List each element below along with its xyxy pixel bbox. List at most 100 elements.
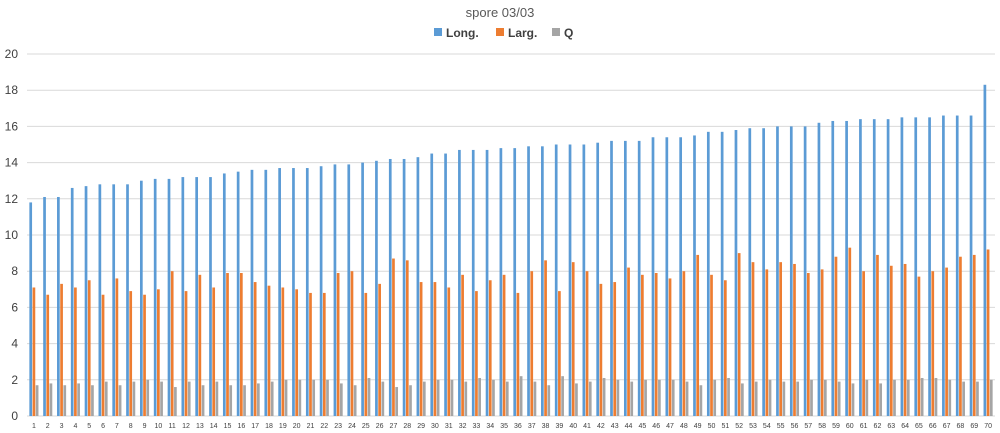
bar-larg-65 xyxy=(917,276,921,416)
bar-long-54 xyxy=(762,128,765,416)
x-tick-label: 40 xyxy=(569,423,577,430)
bar-larg-23 xyxy=(336,273,340,416)
x-tick-label: 30 xyxy=(431,423,439,430)
bar-q-69 xyxy=(976,381,979,416)
bar-larg-55 xyxy=(779,262,783,416)
bar-larg-56 xyxy=(793,263,796,416)
y-tick-label: 12 xyxy=(5,192,19,206)
x-tick-label: 57 xyxy=(804,423,812,430)
bar-q-17 xyxy=(257,383,260,416)
bar-long-62 xyxy=(872,119,876,416)
bar-q-11 xyxy=(174,387,177,416)
x-tick-label: 8 xyxy=(129,423,133,430)
bar-long-69 xyxy=(969,115,973,416)
bar-q-42 xyxy=(602,377,606,416)
bar-larg-22 xyxy=(322,292,326,416)
bar-larg-33 xyxy=(475,291,478,416)
bar-larg-57 xyxy=(806,273,810,416)
bar-long-32 xyxy=(458,149,461,416)
bar-larg-12 xyxy=(184,291,188,416)
y-tick-label: 18 xyxy=(5,83,19,97)
bar-larg-28 xyxy=(405,260,409,416)
bar-q-61 xyxy=(865,379,869,416)
bar-larg-60 xyxy=(848,247,852,416)
bar-q-6 xyxy=(104,381,108,416)
x-tick-label: 24 xyxy=(348,423,356,430)
bar-q-55 xyxy=(782,381,786,416)
x-tick-label: 50 xyxy=(708,423,716,430)
bar-long-31 xyxy=(444,153,447,417)
bar-q-7 xyxy=(118,385,122,416)
x-tick-label: 39 xyxy=(556,423,564,430)
bar-q-66 xyxy=(934,377,938,416)
bar-long-37 xyxy=(527,146,530,416)
bar-larg-46 xyxy=(654,273,658,416)
bar-larg-70 xyxy=(986,249,990,416)
x-tick-label: 13 xyxy=(196,423,204,430)
bar-long-5 xyxy=(84,186,88,416)
bar-long-6 xyxy=(98,184,102,416)
legend-label-1: Long. xyxy=(446,26,479,40)
x-tick-label: 36 xyxy=(514,423,522,430)
bar-long-22 xyxy=(319,166,323,416)
bar-q-64 xyxy=(906,379,910,416)
bar-long-65 xyxy=(914,117,918,416)
bar-q-40 xyxy=(575,383,578,416)
x-tick-label: 68 xyxy=(957,423,965,430)
y-tick-label: 10 xyxy=(5,228,19,242)
bar-long-68 xyxy=(955,115,959,416)
bar-larg-20 xyxy=(295,289,299,416)
bar-larg-6 xyxy=(101,294,105,416)
x-tick-label: 54 xyxy=(763,423,771,430)
bar-larg-14 xyxy=(212,287,216,416)
bar-q-22 xyxy=(326,379,329,416)
bar-q-50 xyxy=(713,379,717,416)
x-tick-label: 20 xyxy=(293,423,301,430)
bar-larg-44 xyxy=(627,267,630,416)
bar-long-67 xyxy=(942,115,945,416)
bar-larg-5 xyxy=(87,280,91,416)
bar-q-2 xyxy=(49,383,53,416)
bar-q-70 xyxy=(989,379,993,416)
bar-q-46 xyxy=(658,379,661,416)
bar-larg-31 xyxy=(447,287,451,416)
bar-long-39 xyxy=(554,144,558,416)
bar-larg-10 xyxy=(157,289,160,416)
x-tick-label: 34 xyxy=(486,423,494,430)
bar-larg-11 xyxy=(170,271,174,416)
x-tick-label: 56 xyxy=(791,423,799,430)
bar-q-5 xyxy=(91,385,94,416)
bar-q-41 xyxy=(588,381,592,416)
bar-long-61 xyxy=(859,119,862,416)
x-tick-label: 5 xyxy=(87,423,91,430)
bar-long-40 xyxy=(568,144,572,416)
x-tick-label: 66 xyxy=(929,423,937,430)
x-tick-label: 58 xyxy=(818,423,826,430)
x-tick-label: 25 xyxy=(362,423,370,430)
x-tick-label: 47 xyxy=(666,423,674,430)
bar-long-43 xyxy=(610,140,613,416)
bar-q-57 xyxy=(810,379,813,416)
bar-long-38 xyxy=(541,146,544,416)
bar-q-48 xyxy=(685,381,689,416)
bar-larg-58 xyxy=(820,269,824,416)
bar-larg-61 xyxy=(862,271,865,416)
legend-label-3: Q xyxy=(564,26,573,40)
bar-long-49 xyxy=(693,135,696,416)
bar-q-32 xyxy=(464,381,468,416)
x-tick-label: 11 xyxy=(169,423,176,430)
x-tick-label: 19 xyxy=(279,423,287,430)
bar-q-28 xyxy=(409,385,412,416)
bar-q-25 xyxy=(367,377,371,416)
legend-swatch-1 xyxy=(434,28,442,36)
bar-long-57 xyxy=(803,126,807,417)
x-tick-label: 28 xyxy=(403,423,411,430)
bar-q-36 xyxy=(519,376,523,416)
x-tick-label: 32 xyxy=(459,423,467,430)
bar-larg-9 xyxy=(143,294,146,416)
bar-q-19 xyxy=(284,379,288,416)
bar-long-30 xyxy=(430,153,434,417)
bar-q-26 xyxy=(381,381,385,416)
bar-long-33 xyxy=(471,149,475,416)
x-tick-label: 55 xyxy=(777,423,785,430)
